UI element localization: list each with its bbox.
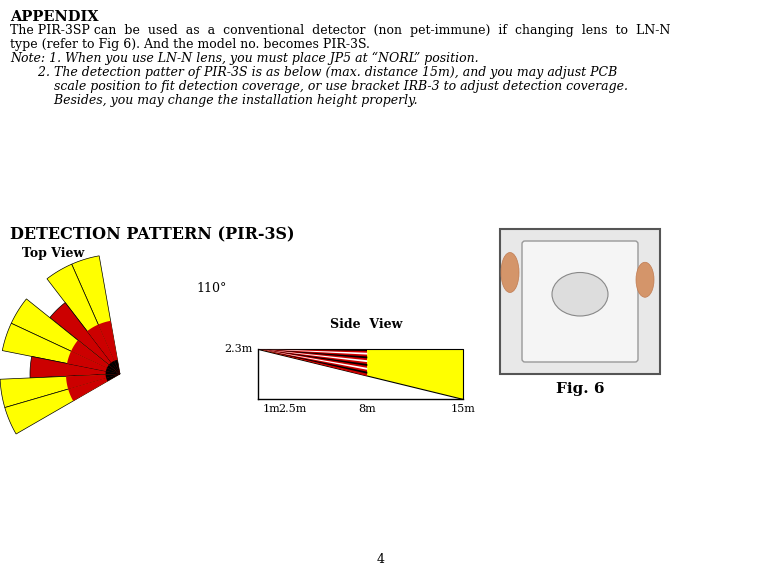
Text: The PIR-3SP can  be  used  as  a  conventional  detector  (non  pet-immune)  if : The PIR-3SP can be used as a conventiona… — [10, 24, 671, 37]
Polygon shape — [258, 349, 367, 375]
Polygon shape — [72, 256, 120, 374]
Polygon shape — [106, 368, 120, 374]
Ellipse shape — [636, 262, 654, 297]
Bar — [500, 229, 660, 374]
Polygon shape — [258, 349, 463, 399]
Text: Fig. 6: Fig. 6 — [555, 382, 604, 396]
Polygon shape — [258, 349, 367, 362]
Polygon shape — [2, 323, 120, 374]
Polygon shape — [47, 264, 120, 374]
Polygon shape — [106, 374, 120, 378]
Polygon shape — [87, 324, 120, 374]
Text: Note: 1. When you use LN-N lens, you must place JP5 at “NORL” position.: Note: 1. When you use LN-N lens, you mus… — [10, 52, 479, 65]
Polygon shape — [107, 365, 120, 374]
Polygon shape — [111, 361, 120, 374]
Text: scale position to fit detection coverage, or use bracket IRB-3 to adjust detecti: scale position to fit detection coverage… — [10, 80, 628, 93]
Polygon shape — [258, 349, 367, 351]
Polygon shape — [11, 299, 120, 374]
Polygon shape — [50, 302, 120, 374]
FancyBboxPatch shape — [522, 241, 638, 362]
Text: 2. The detection patter of PIR-3S is as below (max. distance 15m), and you may a: 2. The detection patter of PIR-3S is as … — [10, 66, 617, 79]
Text: DETECTION PATTERN (PIR-3S): DETECTION PATTERN (PIR-3S) — [10, 226, 294, 243]
Polygon shape — [67, 351, 120, 374]
Polygon shape — [258, 349, 367, 358]
Text: 8m: 8m — [358, 404, 376, 414]
Polygon shape — [258, 349, 367, 374]
Ellipse shape — [552, 273, 608, 316]
Polygon shape — [71, 340, 120, 374]
Polygon shape — [114, 360, 120, 374]
Text: 2.3m: 2.3m — [225, 344, 253, 354]
Polygon shape — [98, 321, 120, 374]
Polygon shape — [258, 349, 367, 355]
Polygon shape — [258, 349, 367, 370]
Polygon shape — [109, 363, 120, 374]
Text: type (refer to Fig 6). And the model no. becomes PIR-3S.: type (refer to Fig 6). And the model no.… — [10, 38, 370, 51]
Text: Besides, you may change the installation height properly.: Besides, you may change the installation… — [10, 94, 418, 107]
Text: 110°: 110° — [196, 281, 226, 294]
Text: Top View: Top View — [22, 247, 85, 260]
Polygon shape — [68, 374, 120, 401]
Text: 2.5m: 2.5m — [278, 404, 306, 414]
Polygon shape — [66, 374, 120, 389]
Polygon shape — [0, 374, 120, 408]
Polygon shape — [5, 374, 120, 434]
Text: 1m: 1m — [263, 404, 280, 414]
Text: 4: 4 — [377, 553, 385, 566]
Polygon shape — [106, 374, 120, 381]
Text: Side  View: Side View — [330, 318, 402, 331]
Polygon shape — [30, 356, 120, 378]
Polygon shape — [106, 371, 120, 375]
Text: APPENDIX: APPENDIX — [10, 10, 98, 24]
Text: 15m: 15m — [450, 404, 475, 414]
Ellipse shape — [501, 253, 519, 293]
Polygon shape — [258, 349, 367, 366]
